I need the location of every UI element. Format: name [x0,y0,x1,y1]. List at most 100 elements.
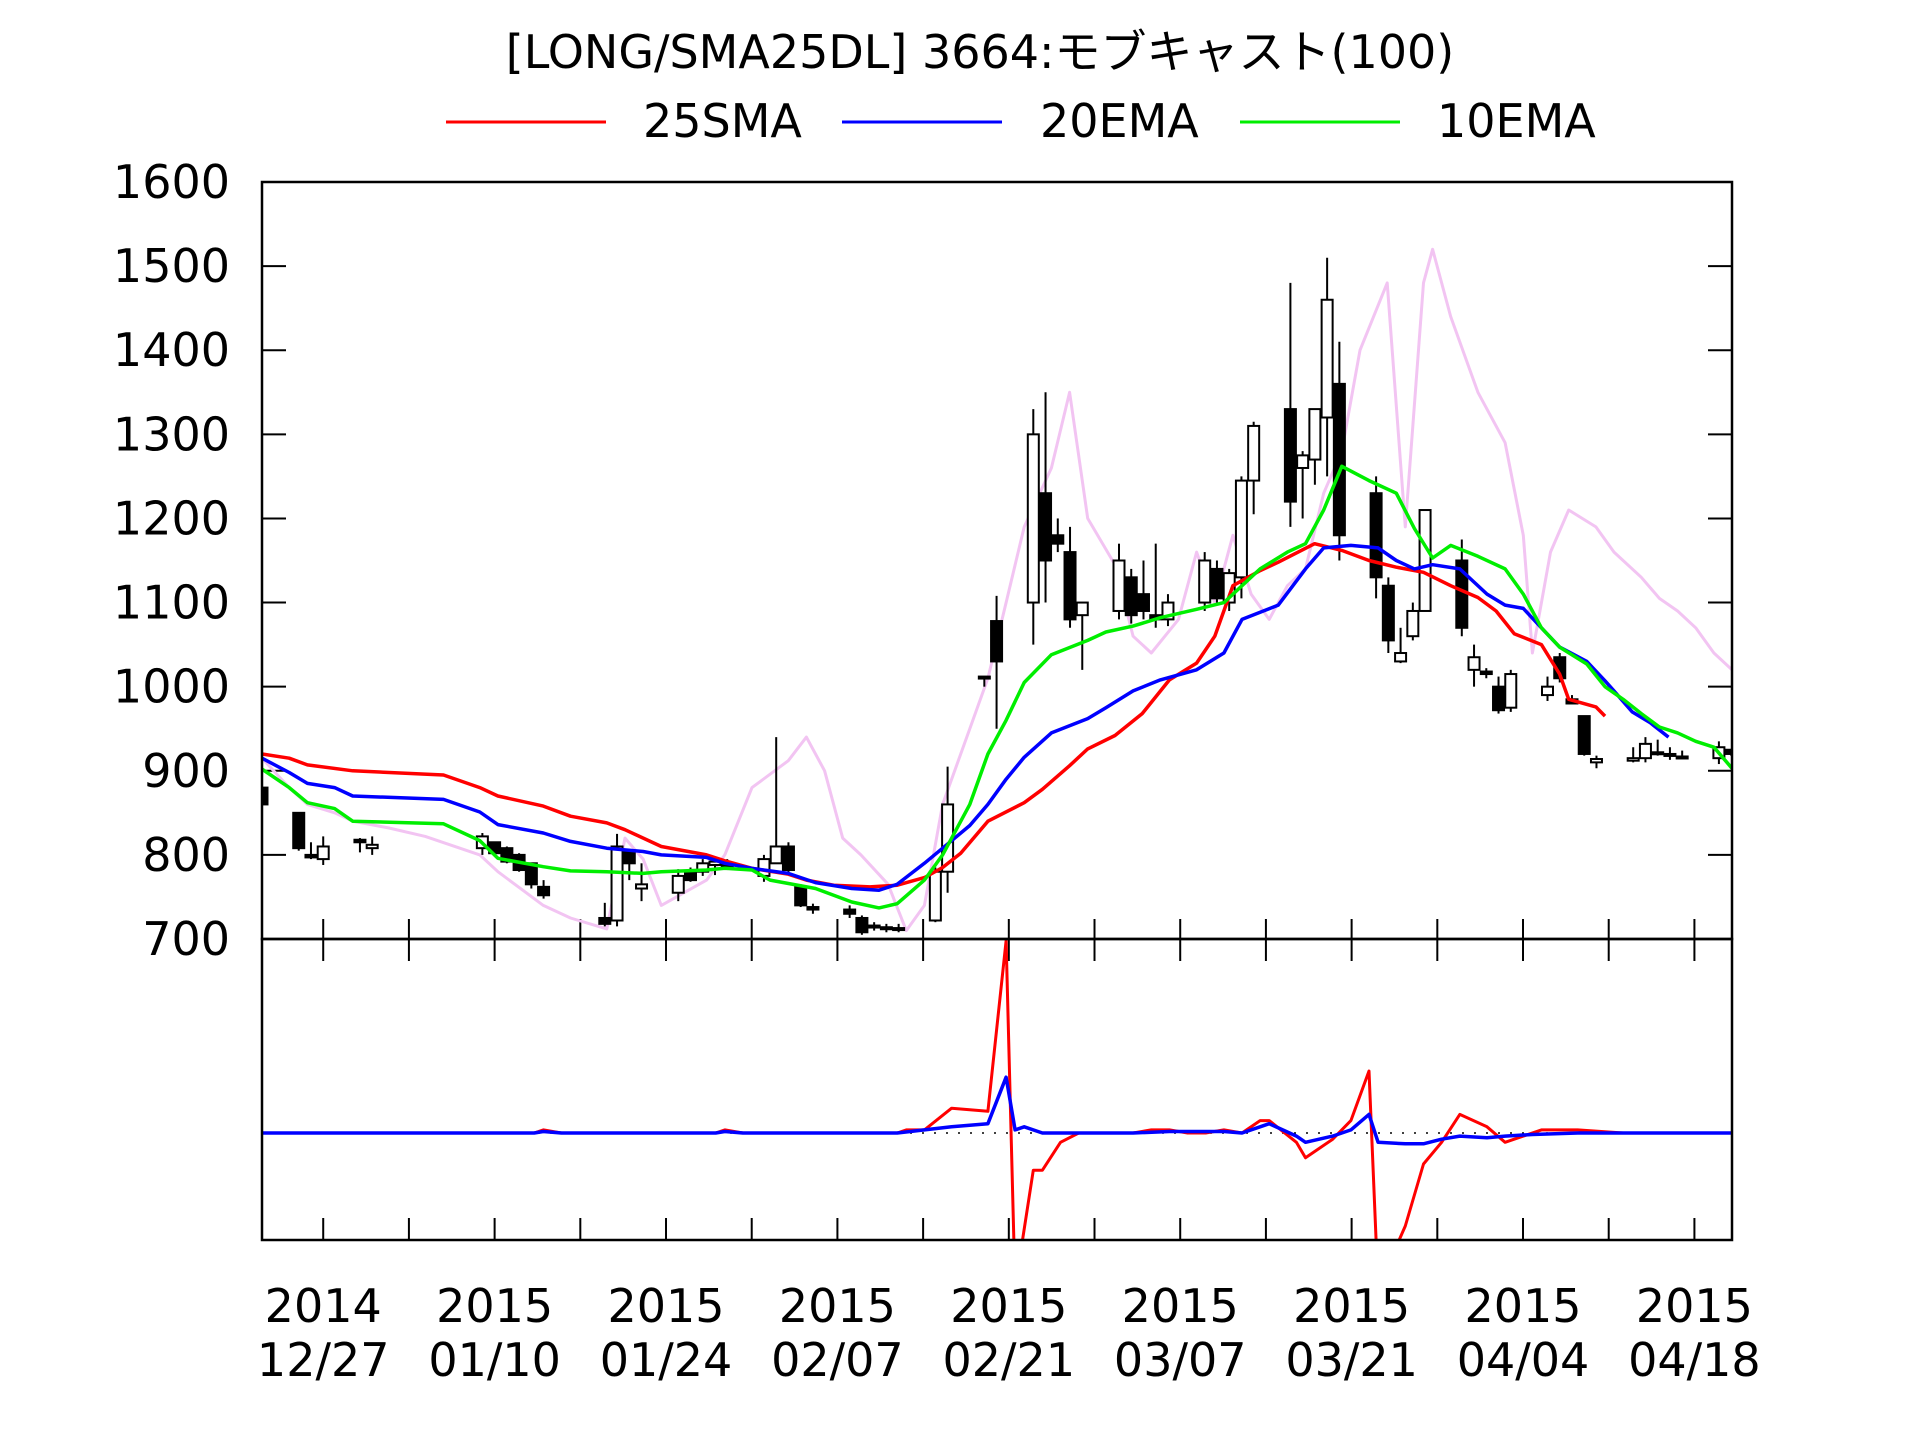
y-tick-label: 1100 [113,576,230,630]
candle-up [867,924,881,929]
candle-down [794,885,808,907]
candle-up [1589,758,1603,764]
candle-down [262,786,269,806]
x-tick-year: 2015 [607,1279,724,1333]
candle-up [1467,656,1481,671]
candle-down [1051,534,1065,545]
chart-title: [LONG/SMA25DL] 3664:モブキャスト(100) [506,25,1454,79]
candle-up [1394,652,1408,663]
y-tick-label: 800 [142,828,230,882]
candle-up [1112,559,1126,612]
candle-down [1039,492,1053,562]
x-tick-year: 2015 [1464,1279,1581,1333]
x-tick-date: 12/27 [257,1333,390,1387]
candle-up [1320,298,1334,419]
y-tick-label: 1600 [113,155,230,209]
candle-down [622,849,636,865]
candle-down [537,885,551,897]
price-panel [262,247,1810,935]
candle-up [365,843,379,850]
x-tick-year: 2014 [265,1279,382,1333]
candle-down [304,853,318,859]
x-tick-date: 02/21 [943,1333,1076,1387]
y-tick-label: 1000 [113,660,230,714]
x-tick-date: 04/04 [1457,1333,1590,1387]
y-tick-label: 1500 [113,239,230,293]
candle-down [1136,593,1150,612]
candle-up [1296,454,1310,469]
candle-down [292,811,306,850]
legend-label-ema10: 10EMA [1437,94,1596,148]
candle-up [892,927,906,932]
price-panel-frame [260,180,1734,941]
ema10-line [262,464,1732,910]
divergence-lines [262,939,1732,1240]
candle-up [1504,673,1518,709]
legend-label-sma25: 25SMA [643,94,802,148]
x-tick-year: 2015 [436,1279,553,1333]
divergence-panel-frame [260,937,1734,1242]
candle-down [1651,751,1665,756]
candle-down [1799,788,1810,807]
candle-up [1308,408,1322,461]
x-tick-date: 02/07 [771,1333,904,1387]
band-line [262,247,1732,933]
candle-down [353,838,367,844]
x-tick-date: 04/18 [1628,1333,1761,1387]
candle-up [1026,433,1040,604]
candle-up [1234,479,1248,579]
candle-down [1063,551,1077,621]
candle-down [1750,754,1761,756]
candle-down [684,870,697,882]
candle-up [1198,559,1212,604]
candle-down [1762,750,1773,760]
candle-down [1577,715,1591,755]
sma25-divergence-line [262,939,1732,1240]
y-tick-label: 1300 [113,407,230,461]
candle-down [1332,382,1346,537]
divergence-panel [262,939,1732,1240]
candle-down [1492,685,1506,712]
candle-down [1381,584,1395,642]
y-tick-label: 1400 [113,323,230,377]
candle-up [769,845,783,865]
candle-up [610,845,624,922]
x-tick-date: 01/24 [600,1333,733,1387]
x-axis: 201412/27201501/10201501/24201502/072015… [257,919,1761,1387]
candle-up [1541,685,1554,697]
candle-up [1638,742,1652,760]
candle-down [1210,567,1224,600]
sma25-line [262,541,1607,889]
x-tick-year: 2015 [1293,1279,1410,1333]
candle-down [806,906,820,911]
candle-up [1738,754,1749,756]
candle-up [1406,609,1420,638]
candle-up [1675,755,1689,760]
candle-down [843,908,857,915]
candle-up [1626,757,1640,762]
candle-down [598,916,612,925]
candle-down [855,916,869,934]
y-tick-label: 900 [142,744,230,798]
candle-down [1369,492,1383,579]
x-tick-year: 2015 [1122,1279,1239,1333]
band-line [262,247,1732,933]
candle-down [1663,752,1677,757]
y-tick-label: 700 [142,912,230,966]
candle-up [1247,424,1261,482]
candle-down [1283,408,1297,503]
moving-average-lines [262,464,1732,910]
candle-up [879,926,893,931]
x-tick-year: 2015 [950,1279,1067,1333]
candle-up [671,874,685,894]
candle-down [1479,670,1493,676]
candle-up [316,845,330,861]
legend: 25SMA 20EMA 10EMA [446,94,1596,148]
y-tick-label: 1200 [113,491,230,545]
legend-label-ema20: 20EMA [1040,94,1199,148]
candle-up [1075,601,1089,617]
candlesticks [262,257,1810,935]
ema20-line [262,543,1670,892]
x-tick-year: 2015 [1636,1279,1753,1333]
